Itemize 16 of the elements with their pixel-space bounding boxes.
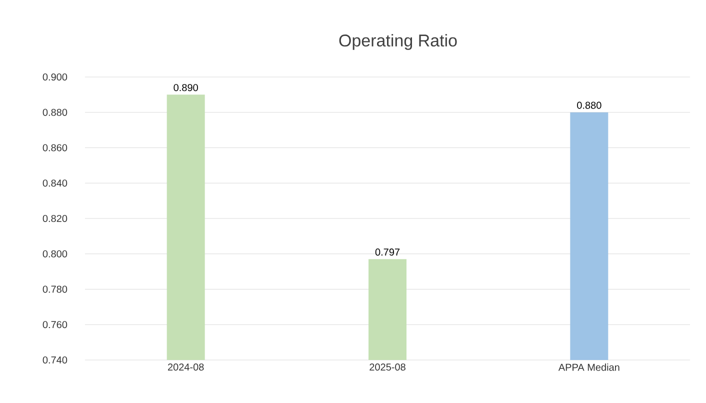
x-tick-label: 2025-08: [370, 364, 406, 371]
y-tick-label: 0.860: [42, 144, 68, 152]
y-tick-label: 0.840: [42, 180, 68, 187]
y-tick-label: 0.760: [42, 321, 68, 328]
y-tick-label: 0.800: [42, 250, 68, 258]
x-tick-label: 2024-08: [168, 364, 204, 371]
data-label: 0.797: [375, 248, 400, 256]
y-tick-label: 0.880: [42, 108, 68, 116]
y-tick-label: 0.820: [42, 214, 68, 222]
y-tick-label: 0.780: [42, 286, 68, 293]
data-label: 0.890: [174, 84, 198, 92]
chart-title: Operating Ratio: [339, 34, 457, 50]
y-tick-label: 0.740: [42, 356, 68, 364]
data-label: 0.880: [577, 102, 602, 109]
y-tick-label: 0.900: [42, 73, 68, 81]
x-tick-label: APPA Median: [558, 364, 620, 371]
